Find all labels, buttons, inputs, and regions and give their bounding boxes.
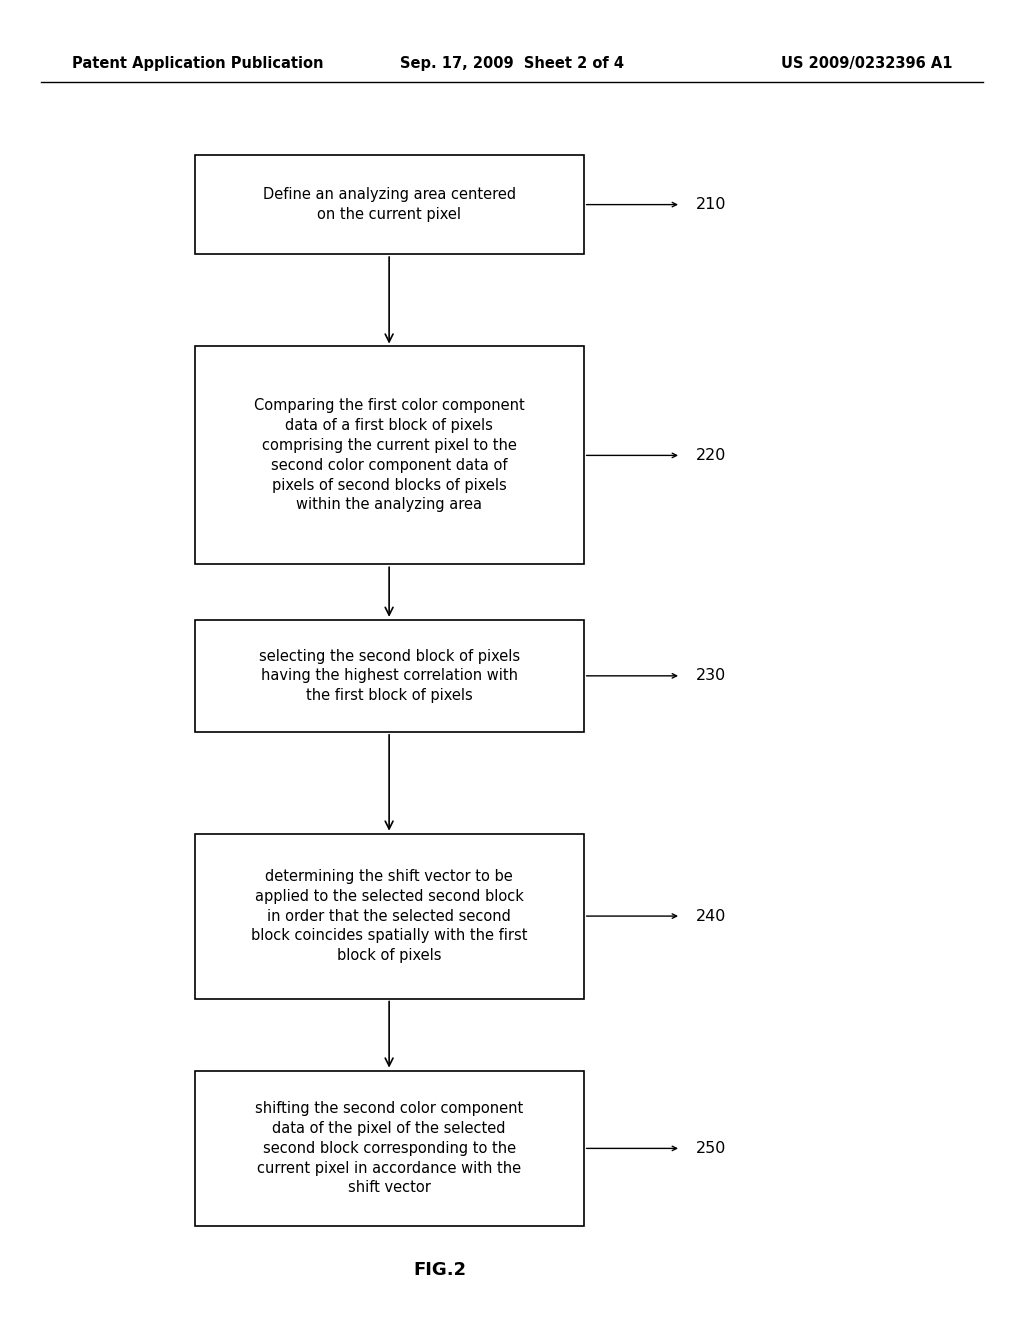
Text: Patent Application Publication: Patent Application Publication <box>72 55 324 71</box>
Text: shifting the second color component
data of the pixel of the selected
second blo: shifting the second color component data… <box>255 1101 523 1196</box>
Text: 210: 210 <box>696 197 727 213</box>
Text: 230: 230 <box>696 668 727 684</box>
Bar <box>195 620 584 731</box>
Bar <box>195 1071 584 1226</box>
Bar <box>195 346 584 565</box>
Text: Define an analyzing area centered
on the current pixel: Define an analyzing area centered on the… <box>262 187 516 222</box>
Text: US 2009/0232396 A1: US 2009/0232396 A1 <box>781 55 952 71</box>
Text: 250: 250 <box>696 1140 727 1156</box>
Text: determining the shift vector to be
applied to the selected second block
in order: determining the shift vector to be appli… <box>251 869 527 964</box>
Text: Comparing the first color component
data of a first block of pixels
comprising t: Comparing the first color component data… <box>254 399 524 512</box>
Text: 240: 240 <box>696 908 727 924</box>
Text: Sep. 17, 2009  Sheet 2 of 4: Sep. 17, 2009 Sheet 2 of 4 <box>400 55 624 71</box>
Text: FIG.2: FIG.2 <box>414 1261 467 1279</box>
Bar <box>195 834 584 998</box>
Text: selecting the second block of pixels
having the highest correlation with
the fir: selecting the second block of pixels hav… <box>258 648 520 704</box>
Text: 220: 220 <box>696 447 727 463</box>
Bar <box>195 154 584 253</box>
